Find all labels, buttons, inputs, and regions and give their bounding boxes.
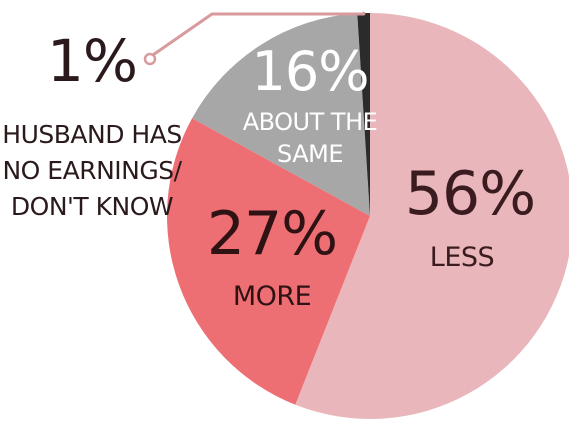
slice-category-label: ABOUT THE [243,108,378,136]
slice-category-label: MORE [233,281,311,312]
pie-slice-more [167,118,370,405]
slice-category-label: NO EARNINGS/ [2,156,182,185]
slice-value-label: 56% [405,159,535,229]
pie-labels-layer: 56% LESS 27% MORE 16% ABOUT THE SAME 1% HUSBAND … [2,27,536,312]
pie-slice-less [295,13,569,419]
callout-layer [143,11,366,66]
callout-dot [143,52,157,66]
callout-leader-line [148,11,366,59]
slice-category-label: SAME [277,140,343,168]
slice-value-label: 16% [251,40,368,103]
pie-slices-layer [167,13,569,419]
slice-label-group-more: 27% MORE [207,199,338,312]
slice-label-group-about-the: 16% ABOUT THE SAME [243,40,378,168]
pie-slice-about-the [192,13,370,217]
slice-value-label: 27% [207,199,337,269]
slice-category-label: HUSBAND HAS [2,120,181,149]
slice-category-label: DON'T KNOW [11,192,173,221]
slice-value-label: 1% [47,27,137,95]
slice-category-label: LESS [430,242,494,273]
slice-label-group-callout: 1% HUSBAND HAS NO EARNINGS/DON'T KNOW [2,27,183,221]
slice-label-group-less: 56% LESS [405,159,536,273]
pie-slice-husband-has [357,13,370,216]
